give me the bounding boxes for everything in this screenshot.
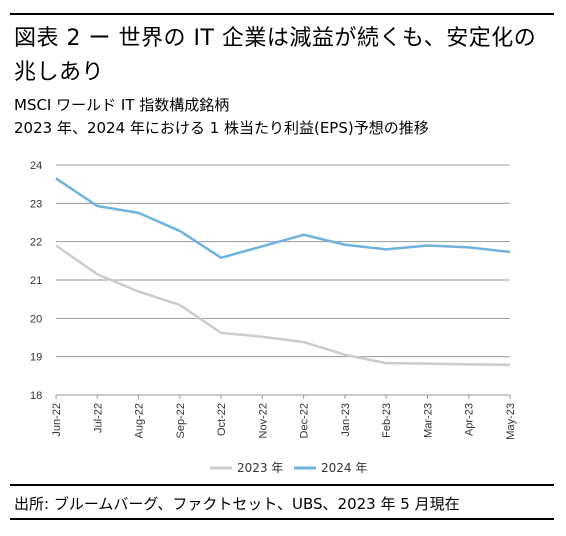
y-tick-label: 19 bbox=[30, 352, 42, 364]
y-tick-label: 22 bbox=[30, 237, 42, 249]
grid-lines bbox=[56, 164, 510, 396]
y-tick-label: 24 bbox=[30, 160, 42, 172]
series-line-2023 bbox=[55, 244, 511, 366]
x-tick-label: Apr-23 bbox=[464, 403, 476, 436]
series-lines bbox=[55, 177, 511, 366]
top-rule bbox=[10, 13, 554, 15]
y-axis-ticks: 18 19 20 21 22 23 24 bbox=[30, 160, 42, 402]
y-tick-label: 20 bbox=[30, 313, 42, 325]
legend: 2023 年 2024 年 bbox=[210, 461, 367, 475]
x-tick-label: Jan-23 bbox=[340, 403, 352, 437]
y-tick-label: 23 bbox=[30, 198, 42, 210]
x-tick-label: Jul-22 bbox=[92, 403, 104, 433]
eps-line-chart: 18 19 20 21 22 23 24 Jun-22 Jul-22 Aug-22 Sep-22 O… bbox=[30, 160, 517, 475]
x-axis-ticks: Jun-22 Jul-22 Aug-22 Sep-22 Oct-22 Nov-22 Dec-… bbox=[51, 395, 517, 440]
legend-label-2023: 2023 年 bbox=[237, 461, 283, 475]
source-note: 出所: ブルームバーグ、ファクトセット、UBS、2023 年 5 月現在 bbox=[14, 495, 460, 513]
x-tick-label: Jun-22 bbox=[51, 403, 63, 437]
series-line-2024 bbox=[55, 177, 511, 260]
y-tick-label: 21 bbox=[30, 275, 42, 287]
x-tick-label: Dec-22 bbox=[299, 403, 311, 438]
x-tick-label: Sep-22 bbox=[175, 403, 187, 438]
x-tick-label: Aug-22 bbox=[134, 403, 146, 438]
chart-subtitle-description: 2023 年、2024 年における 1 株当たり利益(EPS)予想の推移 bbox=[14, 119, 429, 137]
chart-title: 図表 2 ー 世界の IT 企業は減益が続くも、安定化の兆しあり bbox=[14, 26, 537, 85]
x-tick-label: Oct-22 bbox=[216, 403, 228, 436]
x-tick-label: Nov-22 bbox=[257, 403, 269, 438]
bottom-rule bbox=[10, 518, 554, 520]
x-tick-label: Feb-23 bbox=[381, 403, 393, 438]
x-tick-label: May-23 bbox=[505, 403, 517, 440]
x-tick-label: Mar-23 bbox=[422, 403, 434, 438]
source-rule bbox=[10, 484, 554, 486]
legend-label-2024: 2024 年 bbox=[321, 461, 367, 475]
chart-subtitle-index: MSCI ワールド IT 指数構成銘柄 bbox=[14, 96, 230, 114]
y-tick-label: 18 bbox=[30, 390, 42, 402]
